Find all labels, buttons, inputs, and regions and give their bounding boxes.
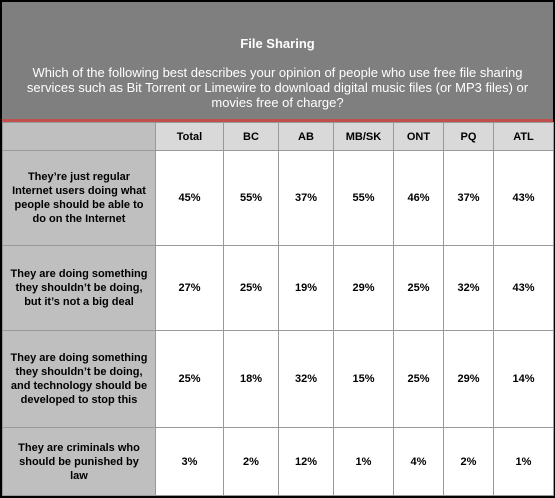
results-table: Total BC AB MB/SK ONT PQ ATL They’re just regul… bbox=[2, 122, 554, 496]
cell: 19% bbox=[278, 245, 334, 331]
cell: 12% bbox=[278, 427, 334, 496]
cell: 32% bbox=[278, 330, 334, 428]
cell: 43% bbox=[493, 245, 554, 331]
title: File Sharing bbox=[240, 36, 315, 51]
cell: 3% bbox=[155, 427, 224, 496]
cell: 55% bbox=[223, 150, 279, 246]
header-row: Total BC AB MB/SK ONT PQ ATL bbox=[2, 122, 554, 151]
cell: 25% bbox=[223, 245, 279, 331]
cell: 2% bbox=[223, 427, 279, 496]
column-header: MB/SK bbox=[333, 122, 394, 151]
row-label: They are criminals who should be punishe… bbox=[2, 427, 156, 496]
cell: 55% bbox=[333, 150, 394, 246]
cell: 46% bbox=[393, 150, 444, 246]
cell: 29% bbox=[443, 330, 494, 428]
cell: 27% bbox=[155, 245, 224, 331]
row-label: They’re just regular Internet users doin… bbox=[2, 150, 156, 246]
cell: 37% bbox=[278, 150, 334, 246]
cell: 45% bbox=[155, 150, 224, 246]
cell: 18% bbox=[223, 330, 279, 428]
table-row: They are doing something they shouldn’t … bbox=[2, 330, 554, 428]
cell: 1% bbox=[333, 427, 394, 496]
column-header: AB bbox=[278, 122, 334, 151]
table-row: They are criminals who should be punishe… bbox=[2, 427, 554, 496]
cell: 4% bbox=[393, 427, 444, 496]
column-header: ATL bbox=[493, 122, 554, 151]
cell: 25% bbox=[393, 245, 444, 331]
table-row: They are doing something they shouldn’t … bbox=[2, 245, 554, 331]
table-row: They’re just regular Internet users doin… bbox=[2, 150, 554, 246]
cell: 15% bbox=[333, 330, 394, 428]
cell: 37% bbox=[443, 150, 494, 246]
row-label: They are doing something they shouldn’t … bbox=[2, 330, 156, 428]
cell: 43% bbox=[493, 150, 554, 246]
column-header: ONT bbox=[393, 122, 444, 151]
row-label: They are doing something they shouldn’t … bbox=[2, 245, 156, 331]
column-header: PQ bbox=[443, 122, 494, 151]
cell: 1% bbox=[493, 427, 554, 496]
cell: 29% bbox=[333, 245, 394, 331]
cell: 32% bbox=[443, 245, 494, 331]
header: File Sharing Which of the following best… bbox=[2, 2, 553, 122]
cell: 25% bbox=[155, 330, 224, 428]
corner-cell bbox=[2, 122, 156, 151]
column-header: Total bbox=[155, 122, 224, 151]
cell: 14% bbox=[493, 330, 554, 428]
question: Which of the following best describes yo… bbox=[26, 65, 529, 110]
cell: 25% bbox=[393, 330, 444, 428]
cell: 2% bbox=[443, 427, 494, 496]
column-header: BC bbox=[223, 122, 279, 151]
